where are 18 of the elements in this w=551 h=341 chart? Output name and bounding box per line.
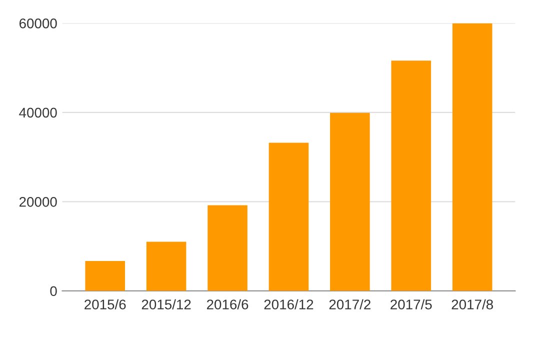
x-tick-label: 2017/2 bbox=[329, 299, 370, 310]
x-tick-label: 2016/12 bbox=[264, 299, 314, 310]
y-tick-label: 20000 bbox=[19, 196, 57, 207]
bar bbox=[391, 60, 432, 291]
bar bbox=[268, 142, 309, 291]
y-tick-label: 60000 bbox=[19, 18, 57, 28]
bar bbox=[330, 112, 370, 291]
x-tick-label: 2016/6 bbox=[206, 299, 248, 310]
x-tick-label: 2017/8 bbox=[452, 299, 493, 310]
y-tick-label: 40000 bbox=[19, 108, 57, 118]
bar bbox=[208, 205, 248, 291]
x-tick-label: 2015/12 bbox=[142, 299, 191, 310]
bar bbox=[146, 242, 186, 291]
y-tick-label: 0 bbox=[50, 286, 57, 296]
x-tick-label: 2015/6 bbox=[84, 299, 126, 310]
bar bbox=[85, 260, 125, 291]
bar bbox=[452, 23, 492, 291]
x-tick-label: 2017/5 bbox=[390, 299, 432, 310]
